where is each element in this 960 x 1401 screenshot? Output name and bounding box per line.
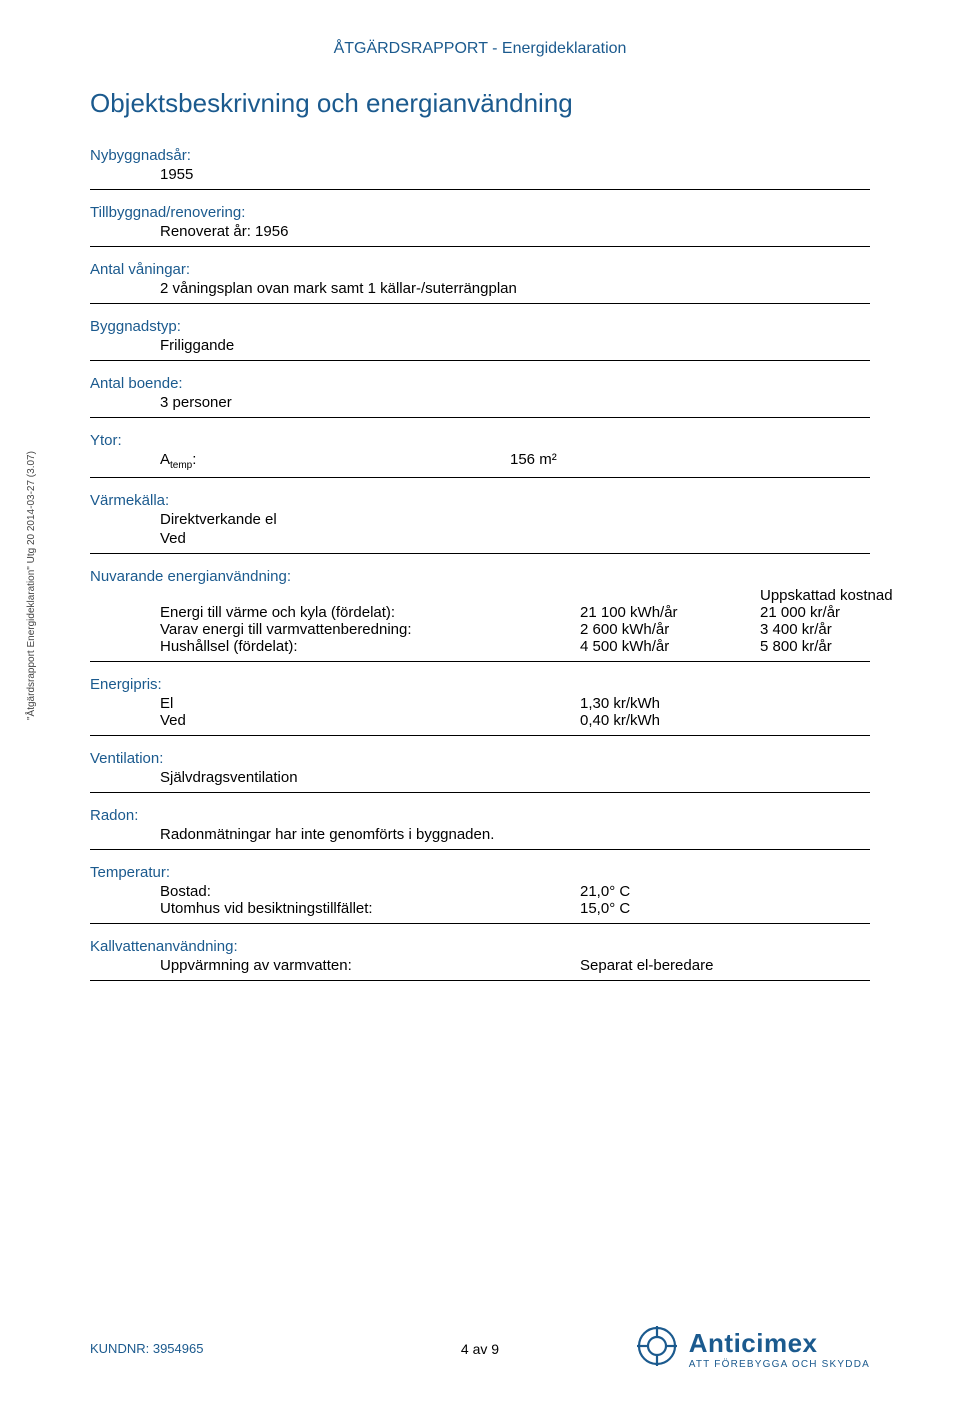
nybyggnadsar-value: 1955 (90, 166, 870, 189)
row-value: 21,0° C (580, 883, 760, 900)
divider (90, 360, 870, 361)
page-footer: KUNDNR: 3954965 4 av 9 (90, 1324, 870, 1373)
nybyggnadsar-label: Nybyggnadsår: (90, 147, 870, 164)
divider (90, 303, 870, 304)
atemp-label: Atemp: (160, 451, 510, 471)
logo-tagline: ATT FÖREBYGGA OCH SKYDDA (689, 1359, 870, 1370)
divider (90, 553, 870, 554)
kallvatten-label: Kallvattenanvändning: (90, 938, 870, 955)
ytor-label: Ytor: (90, 432, 870, 449)
ventilation-label: Ventilation: (90, 750, 870, 767)
empty-cell (160, 587, 580, 604)
row-label: Ved (160, 712, 580, 729)
energipris-label: Energipris: (90, 676, 870, 693)
row-value: 1,30 kr/kWh (580, 695, 760, 712)
divider (90, 661, 870, 662)
row-label: Uppvärmning av varmvatten: (160, 957, 580, 974)
divider (90, 189, 870, 190)
table-row: Hushållsel (fördelat): 4 500 kWh/år 5 80… (90, 638, 870, 661)
byggnadstyp-value: Friliggande (90, 337, 870, 360)
boende-label: Antal boende: (90, 375, 870, 392)
footer-kundnr: KUNDNR: 3954965 (90, 1341, 203, 1356)
nuvarande-label: Nuvarande energianvändning: (90, 568, 870, 585)
row-cost: 3 400 kr/år (760, 621, 940, 638)
atemp-post: : (192, 451, 196, 468)
row-value: 0,40 kr/kWh (580, 712, 760, 729)
varmekalla-v1: Direktverkande el (90, 511, 870, 530)
footer-page-number: 4 av 9 (461, 1341, 499, 1357)
row-label: El (160, 695, 580, 712)
table-row: Bostad: 21,0° C (90, 883, 870, 900)
logo-name: Anticimex (689, 1328, 818, 1359)
cost-header: Uppskattad kostnad (760, 587, 940, 604)
ytor-row: Atemp: 156 m² (90, 451, 870, 471)
table-row: Ved 0,40 kr/kWh (90, 712, 870, 735)
divider (90, 735, 870, 736)
divider (90, 980, 870, 981)
atemp-pre: A (160, 451, 170, 468)
divider (90, 246, 870, 247)
vaningar-value: 2 våningsplan ovan mark samt 1 källar-/s… (90, 280, 870, 303)
footer-logo: Anticimex ATT FÖREBYGGA OCH SKYDDA (635, 1324, 870, 1373)
divider (90, 849, 870, 850)
varmekalla-v2: Ved (90, 530, 870, 553)
page-header: ÅTGÄRDSRAPPORT - Energideklaration (90, 40, 870, 58)
tillbyggnad-value: Renoverat år: 1956 (90, 223, 870, 246)
divider (90, 477, 870, 478)
vaningar-label: Antal våningar: (90, 261, 870, 278)
divider (90, 417, 870, 418)
table-row: El 1,30 kr/kWh (90, 695, 870, 712)
row-kwh: 4 500 kWh/år (580, 638, 760, 655)
anticimex-logo-icon (635, 1324, 679, 1373)
table-row: Energi till värme och kyla (fördelat): 2… (90, 604, 870, 621)
empty-cell (580, 587, 760, 604)
table-row: Uppvärmning av varmvatten: Separat el-be… (90, 957, 870, 980)
main-title: Objektsbeskrivning och energianvändning (90, 88, 870, 119)
sidebar-version-text: "Åtgärdsrapport Energideklaration" Utg 2… (26, 451, 37, 720)
row-label: Energi till värme och kyla (fördelat): (160, 604, 580, 621)
row-kwh: 2 600 kWh/år (580, 621, 760, 638)
row-value: 15,0° C (580, 900, 760, 917)
row-kwh: 21 100 kWh/år (580, 604, 760, 621)
divider (90, 923, 870, 924)
row-label: Bostad: (160, 883, 580, 900)
tillbyggnad-label: Tillbyggnad/renovering: (90, 204, 870, 221)
nuvarande-header-row: Uppskattad kostnad (90, 587, 870, 604)
temperatur-label: Temperatur: (90, 864, 870, 881)
row-label: Utomhus vid besiktningstillfället: (160, 900, 580, 917)
anticimex-logo-text: Anticimex ATT FÖREBYGGA OCH SKYDDA (689, 1328, 870, 1370)
table-row: Varav energi till varmvattenberedning: 2… (90, 621, 870, 638)
atemp-value: 156 m² (510, 451, 870, 471)
byggnadstyp-label: Byggnadstyp: (90, 318, 870, 335)
row-label: Varav energi till varmvattenberedning: (160, 621, 580, 638)
row-cost: 21 000 kr/år (760, 604, 940, 621)
divider (90, 792, 870, 793)
page: ÅTGÄRDSRAPPORT - Energideklaration Objek… (0, 0, 960, 1401)
varmekalla-label: Värmekälla: (90, 492, 870, 509)
row-value: Separat el-beredare (580, 957, 760, 974)
row-label: Hushållsel (fördelat): (160, 638, 580, 655)
table-row: Utomhus vid besiktningstillfället: 15,0°… (90, 900, 870, 923)
boende-value: 3 personer (90, 394, 870, 417)
row-cost: 5 800 kr/år (760, 638, 940, 655)
radon-label: Radon: (90, 807, 870, 824)
ventilation-value: Självdragsventilation (90, 769, 870, 792)
radon-value: Radonmätningar har inte genomförts i byg… (90, 826, 870, 849)
atemp-sub: temp (170, 460, 192, 471)
